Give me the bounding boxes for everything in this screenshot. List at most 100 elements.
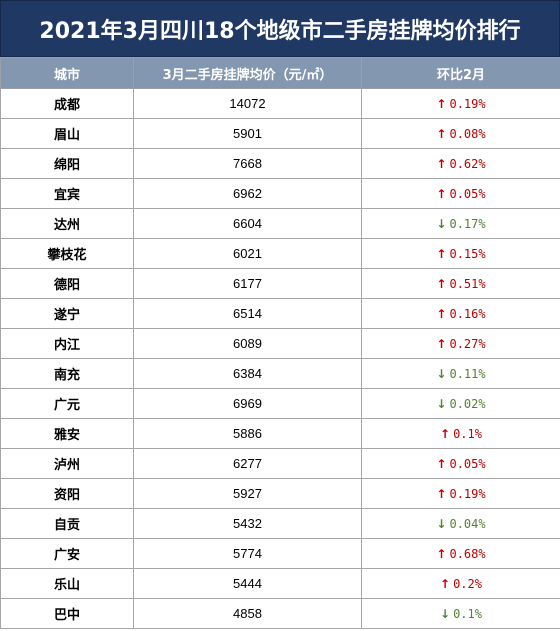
change-cell: ↓ 0.02% [361,388,560,419]
arrow-up-icon: ↑ [436,306,447,321]
change-value: 0.19% [449,486,486,501]
table-body: 成都 14072 ↑ 0.19% 眉山 5901 ↑ 0.08% 绵阳 7668 ↑ 0.62% 宜宾 6… [0,88,560,629]
change-cell: ↑ 0.05% [361,178,560,209]
arrow-down-icon: ↓ [440,606,451,621]
change-cell: ↑ 0.19% [361,88,560,119]
change-cell: ↑ 0.19% [361,478,560,509]
change-value: 0.05% [449,456,486,471]
city-cell: 广元 [0,388,134,419]
change-value: 0.27% [449,336,486,351]
change-value: 0.1% [453,426,482,441]
price-cell: 5886 [133,418,362,449]
arrow-up-icon: ↑ [436,276,447,291]
price-cell: 5774 [133,538,362,569]
city-cell: 自贡 [0,508,134,539]
arrow-up-icon: ↑ [436,486,447,501]
change-value: 0.62% [449,156,486,171]
price-cell: 6604 [133,208,362,239]
arrow-up-icon: ↑ [436,246,447,261]
arrow-up-icon: ↑ [440,426,451,441]
change-cell: ↓ 0.1% [361,598,560,629]
table-row: 巴中 4858 ↓ 0.1% [0,598,560,629]
change-cell: ↑ 0.16% [361,298,560,329]
city-cell: 资阳 [0,478,134,509]
table-row: 广安 5774 ↑ 0.68% [0,538,560,569]
change-value: 0.08% [449,126,486,141]
header-change: 环比2月 [361,57,560,89]
change-value: 0.17% [449,216,486,231]
price-cell: 5432 [133,508,362,539]
change-value: 0.05% [449,186,486,201]
change-value: 0.68% [449,546,486,561]
change-cell: ↑ 0.51% [361,268,560,299]
city-cell: 绵阳 [0,148,134,179]
arrow-down-icon: ↓ [436,366,447,381]
change-value: 0.02% [449,396,486,411]
change-cell: ↑ 0.62% [361,148,560,179]
price-cell: 6089 [133,328,362,359]
arrow-up-icon: ↑ [436,126,447,141]
price-cell: 5927 [133,478,362,509]
price-cell: 6021 [133,238,362,269]
arrow-up-icon: ↑ [436,156,447,171]
city-cell: 广安 [0,538,134,569]
change-cell: ↑ 0.27% [361,328,560,359]
price-cell: 5444 [133,568,362,599]
city-cell: 遂宁 [0,298,134,329]
change-value: 0.11% [449,366,486,381]
arrow-down-icon: ↓ [436,516,447,531]
price-cell: 6384 [133,358,362,389]
table-row: 攀枝花 6021 ↑ 0.15% [0,238,560,269]
table-row: 资阳 5927 ↑ 0.19% [0,478,560,509]
table-row: 泸州 6277 ↑ 0.05% [0,448,560,479]
city-cell: 成都 [0,88,134,119]
table-row: 达州 6604 ↓ 0.17% [0,208,560,239]
price-ranking-table: 城市 3月二手房挂牌均价（元/㎡） 环比2月 成都 14072 ↑ 0.19% 眉山 59… [0,57,560,629]
price-cell: 6177 [133,268,362,299]
arrow-down-icon: ↓ [436,396,447,411]
change-cell: ↑ 0.1% [361,418,560,449]
header-price: 3月二手房挂牌均价（元/㎡） [133,57,362,89]
change-value: 0.2% [453,576,482,591]
city-cell: 巴中 [0,598,134,629]
price-cell: 7668 [133,148,362,179]
city-cell: 内江 [0,328,134,359]
change-cell: ↑ 0.2% [361,568,560,599]
table-row: 自贡 5432 ↓ 0.04% [0,508,560,539]
header-city: 城市 [0,57,134,89]
arrow-up-icon: ↑ [440,576,451,591]
table-row: 德阳 6177 ↑ 0.51% [0,268,560,299]
price-cell: 14072 [133,88,362,119]
table-title: 2021年3月四川18个地级市二手房挂牌均价排行 [0,0,560,57]
price-cell: 6962 [133,178,362,209]
change-cell: ↑ 0.15% [361,238,560,269]
change-value: 0.19% [449,96,486,111]
change-cell: ↑ 0.08% [361,118,560,149]
change-value: 0.1% [453,606,482,621]
table-row: 成都 14072 ↑ 0.19% [0,88,560,119]
city-cell: 攀枝花 [0,238,134,269]
arrow-down-icon: ↓ [436,216,447,231]
arrow-up-icon: ↑ [436,546,447,561]
table-row: 绵阳 7668 ↑ 0.62% [0,148,560,179]
city-cell: 眉山 [0,118,134,149]
arrow-up-icon: ↑ [436,456,447,471]
change-value: 0.15% [449,246,486,261]
change-value: 0.16% [449,306,486,321]
change-cell: ↓ 0.04% [361,508,560,539]
change-value: 0.51% [449,276,486,291]
table-row: 遂宁 6514 ↑ 0.16% [0,298,560,329]
table-row: 乐山 5444 ↑ 0.2% [0,568,560,599]
arrow-up-icon: ↑ [436,186,447,201]
arrow-up-icon: ↑ [436,96,447,111]
table-row: 内江 6089 ↑ 0.27% [0,328,560,359]
change-cell: ↑ 0.68% [361,538,560,569]
table-row: 宜宾 6962 ↑ 0.05% [0,178,560,209]
table-row: 南充 6384 ↓ 0.11% [0,358,560,389]
city-cell: 宜宾 [0,178,134,209]
price-cell: 6969 [133,388,362,419]
city-cell: 雅安 [0,418,134,449]
change-cell: ↑ 0.05% [361,448,560,479]
price-cell: 6514 [133,298,362,329]
